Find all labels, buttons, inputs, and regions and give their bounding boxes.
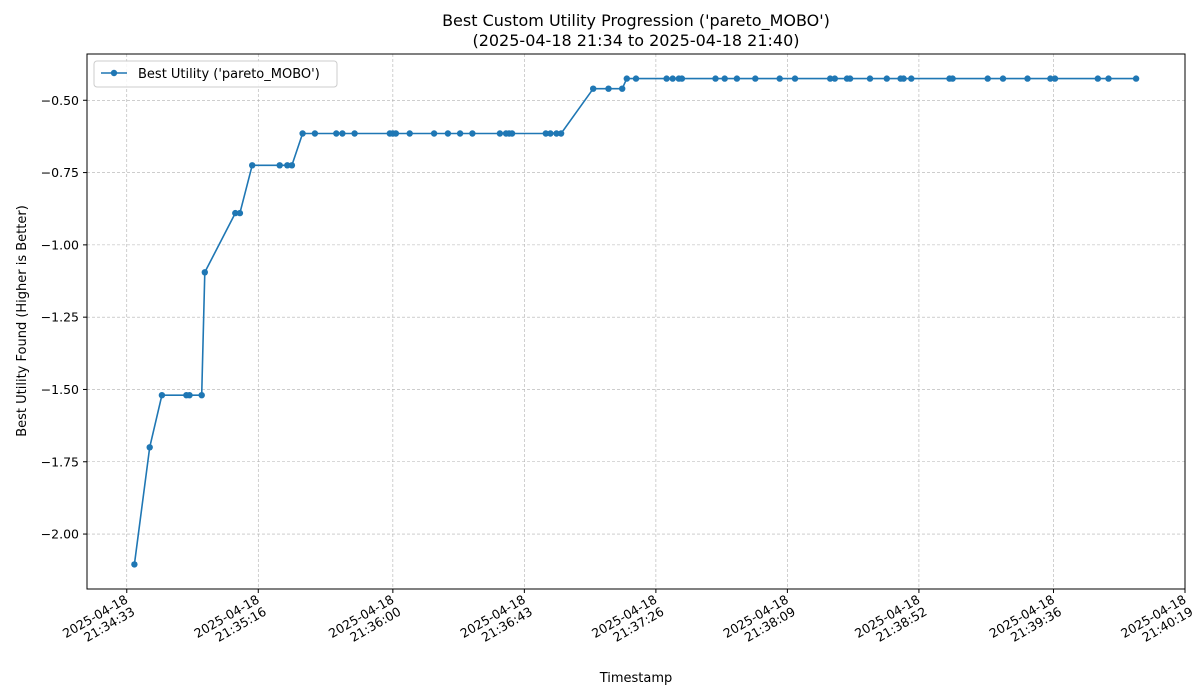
y-tick-label: −1.75 bbox=[41, 454, 79, 469]
data-point bbox=[288, 162, 296, 169]
data-point bbox=[198, 392, 205, 399]
series-markers bbox=[131, 75, 1140, 568]
data-point bbox=[1094, 75, 1102, 82]
y-axis-label: Best Utility Found (Higher is Better) bbox=[15, 205, 30, 437]
data-point bbox=[1051, 75, 1059, 82]
data-point bbox=[456, 130, 464, 137]
data-point bbox=[590, 85, 597, 92]
data-point bbox=[553, 130, 560, 137]
data-point bbox=[1132, 75, 1140, 82]
data-point bbox=[146, 444, 153, 451]
legend-box bbox=[93, 60, 338, 88]
data-point bbox=[999, 75, 1007, 82]
data-point bbox=[186, 392, 193, 399]
data-point bbox=[712, 75, 719, 82]
data-point bbox=[632, 75, 640, 82]
data-point bbox=[900, 75, 907, 82]
data-point bbox=[547, 130, 554, 137]
data-point bbox=[733, 75, 741, 82]
data-point bbox=[276, 162, 283, 169]
data-point bbox=[605, 85, 612, 92]
data-point bbox=[984, 75, 991, 82]
data-point bbox=[866, 75, 874, 82]
data-point bbox=[444, 130, 452, 137]
data-point bbox=[351, 130, 358, 137]
data-point bbox=[392, 130, 400, 137]
data-point bbox=[508, 130, 516, 137]
y-axis-ticks: −2.00 −1.75 −1.50 −1.25 −1.00 −0.75 −0.50 bbox=[41, 93, 87, 542]
data-point bbox=[623, 75, 630, 82]
data-point bbox=[542, 130, 549, 137]
data-point bbox=[299, 130, 306, 137]
data-point bbox=[721, 75, 728, 82]
data-point bbox=[883, 75, 890, 82]
data-point bbox=[1024, 75, 1031, 82]
y-tick-label: −0.50 bbox=[41, 93, 79, 108]
data-point bbox=[776, 75, 783, 82]
data-point bbox=[333, 130, 340, 137]
data-point bbox=[339, 130, 346, 137]
data-point bbox=[1047, 75, 1054, 82]
legend: Best Utility ('pareto_MOBO') bbox=[93, 60, 338, 88]
data-point bbox=[131, 561, 138, 568]
data-point bbox=[469, 130, 476, 137]
data-point bbox=[663, 75, 670, 82]
data-point bbox=[158, 392, 166, 399]
data-point bbox=[249, 162, 256, 169]
data-point bbox=[311, 130, 319, 137]
data-point bbox=[406, 130, 413, 137]
plot-area-frame bbox=[86, 53, 1186, 590]
data-point bbox=[430, 130, 438, 137]
data-point bbox=[827, 75, 834, 82]
data-point bbox=[496, 130, 504, 137]
legend-marker-swatch bbox=[110, 69, 118, 77]
data-point bbox=[557, 130, 565, 137]
data-point bbox=[831, 75, 838, 82]
data-point bbox=[232, 209, 239, 217]
data-point bbox=[752, 75, 759, 82]
data-point bbox=[284, 162, 291, 169]
x-axis-label: Timestamp bbox=[599, 671, 673, 686]
data-point bbox=[949, 75, 956, 82]
data-point bbox=[236, 209, 244, 217]
chart-subtitle: (2025-04-18 21:34 to 2025-04-18 21:40) bbox=[472, 31, 799, 50]
data-point bbox=[669, 75, 676, 82]
y-tick-label: −0.75 bbox=[41, 165, 79, 180]
data-point bbox=[678, 75, 686, 82]
data-point bbox=[619, 85, 626, 92]
legend-label: Best Utility ('pareto_MOBO') bbox=[138, 67, 320, 82]
y-tick-label: −1.50 bbox=[41, 382, 79, 397]
data-point bbox=[1105, 75, 1112, 82]
y-tick-label: −1.25 bbox=[41, 310, 79, 325]
y-tick-label: −2.00 bbox=[41, 527, 79, 542]
data-point bbox=[908, 75, 915, 82]
data-point bbox=[201, 269, 208, 276]
data-point bbox=[846, 75, 854, 82]
y-tick-label: −1.00 bbox=[41, 237, 79, 252]
data-point bbox=[791, 75, 799, 82]
chart-title: Best Custom Utility Progression ('pareto… bbox=[442, 11, 830, 31]
